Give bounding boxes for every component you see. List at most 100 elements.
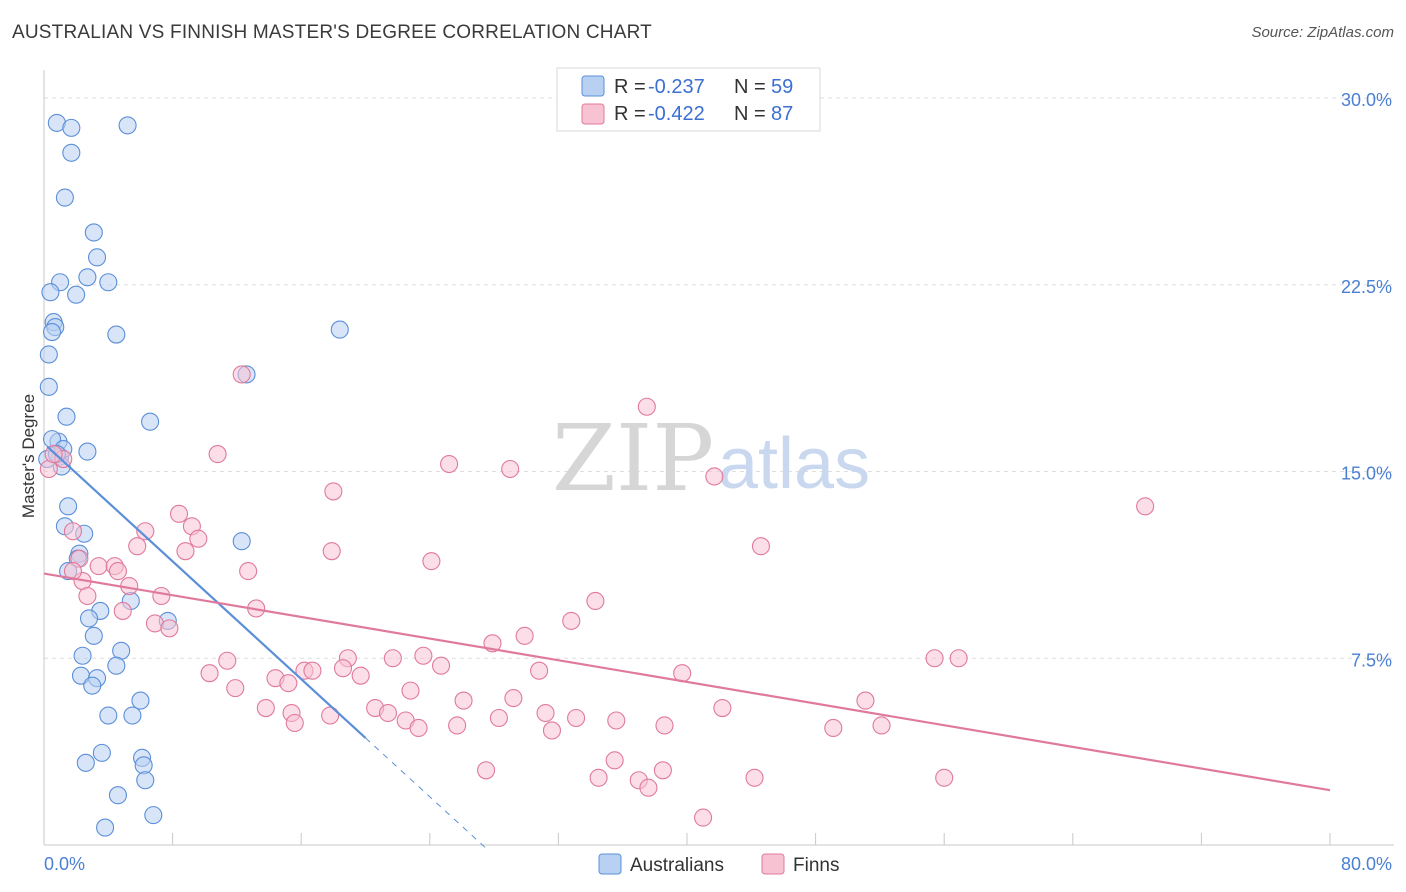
data-points — [38, 113, 1155, 837]
point-finns — [705, 467, 724, 486]
point-finns — [935, 768, 954, 787]
y-tick-label: 30.0% — [1341, 90, 1392, 110]
point-finns — [589, 768, 608, 787]
bottom-legend-swatch-australians — [598, 853, 622, 875]
point-finns — [285, 713, 304, 733]
point-finns — [160, 619, 179, 638]
point-australians — [141, 412, 160, 431]
point-finns — [78, 586, 97, 606]
trend-line-australians — [46, 445, 367, 739]
point-australians — [123, 706, 142, 725]
point-finns — [152, 586, 171, 606]
point-finns — [239, 562, 258, 581]
point-finns — [422, 552, 441, 571]
point-finns — [432, 656, 451, 675]
point-finns — [232, 365, 251, 384]
point-australians — [96, 818, 115, 837]
point-finns — [440, 454, 459, 474]
point-australians — [92, 743, 111, 762]
point-australians — [42, 323, 62, 342]
bottom-legend-finns: Finns — [793, 855, 839, 876]
point-australians — [131, 691, 150, 710]
point-finns — [63, 522, 82, 541]
point-finns — [226, 679, 245, 698]
point-finns — [856, 691, 875, 710]
point-finns — [454, 691, 473, 710]
point-australians — [118, 116, 137, 135]
point-australians — [84, 626, 103, 645]
legend-r-label-2: R = — [614, 103, 646, 125]
x-tick-label-max: 80.0% — [1341, 854, 1392, 874]
y-tick-labels: 7.5% 15.0% 22.5% 30.0% — [1341, 90, 1392, 670]
point-australians — [84, 223, 103, 242]
trend-lines — [43, 445, 1331, 849]
x-tick-marks — [172, 833, 1331, 845]
point-finns — [303, 661, 322, 680]
point-finns — [536, 703, 555, 723]
legend-r-value-1: -0.237 — [648, 76, 705, 98]
point-finns — [208, 445, 227, 464]
point-finns — [694, 808, 713, 827]
point-australians — [41, 283, 60, 302]
point-finns — [872, 716, 891, 735]
point-australians — [59, 497, 78, 516]
point-australians — [78, 442, 97, 461]
point-finns — [949, 649, 968, 668]
point-finns — [504, 689, 523, 708]
point-finns — [176, 542, 195, 561]
point-finns — [324, 482, 343, 501]
point-finns — [200, 664, 219, 683]
point-australians — [62, 143, 81, 162]
point-finns — [448, 716, 467, 735]
point-finns — [39, 459, 58, 479]
legend-n-value-2: 87 — [771, 103, 793, 125]
point-finns — [63, 562, 82, 581]
chart-title: AUSTRALIAN VS FINNISH MASTER'S DEGREE CO… — [12, 22, 652, 43]
point-finns — [501, 459, 520, 479]
series-legend: Australians Finns — [598, 853, 839, 876]
legend-n-value-1: 59 — [771, 76, 793, 98]
point-finns — [401, 681, 420, 700]
point-finns — [322, 542, 341, 561]
point-finns — [414, 646, 433, 665]
point-finns — [586, 591, 605, 611]
y-tick-label: 7.5% — [1351, 650, 1392, 670]
point-australians — [136, 771, 155, 790]
point-finns — [655, 716, 674, 735]
point-australians — [144, 806, 163, 825]
point-finns — [383, 649, 402, 668]
point-australians — [39, 377, 58, 396]
point-australians — [78, 268, 97, 287]
point-australians — [79, 609, 99, 628]
point-finns — [751, 537, 770, 556]
point-finns — [279, 674, 298, 693]
point-finns — [1136, 497, 1155, 516]
point-finns — [113, 601, 132, 620]
point-australians — [39, 345, 58, 364]
point-finns — [925, 649, 944, 668]
point-finns — [89, 557, 108, 576]
point-finns — [128, 537, 147, 556]
point-australians — [62, 118, 81, 137]
point-australians — [76, 753, 95, 772]
y-axis-label: Master's Degree — [19, 394, 38, 518]
point-finns — [605, 751, 624, 770]
correlation-legend: R = -0.237 N = 59 R = -0.422 N = 87 — [556, 67, 821, 132]
point-australians — [67, 285, 86, 304]
point-finns — [333, 659, 353, 678]
trend-line-australians-extension — [365, 737, 487, 849]
point-australians — [134, 756, 153, 775]
point-australians — [99, 706, 118, 725]
point-finns — [637, 397, 656, 416]
legend-r-label-1: R = — [614, 76, 646, 98]
point-finns — [351, 666, 370, 685]
legend-n-label-1: N = — [734, 76, 766, 98]
point-australians — [330, 320, 349, 339]
point-finns — [189, 529, 208, 548]
y-tick-label: 22.5% — [1341, 277, 1392, 297]
bottom-legend-australians: Australians — [630, 855, 724, 876]
x-tick-label-min: 0.0% — [44, 854, 85, 874]
point-finns — [562, 611, 581, 630]
point-australians — [108, 786, 127, 805]
bottom-legend-swatch-finns — [761, 853, 785, 875]
